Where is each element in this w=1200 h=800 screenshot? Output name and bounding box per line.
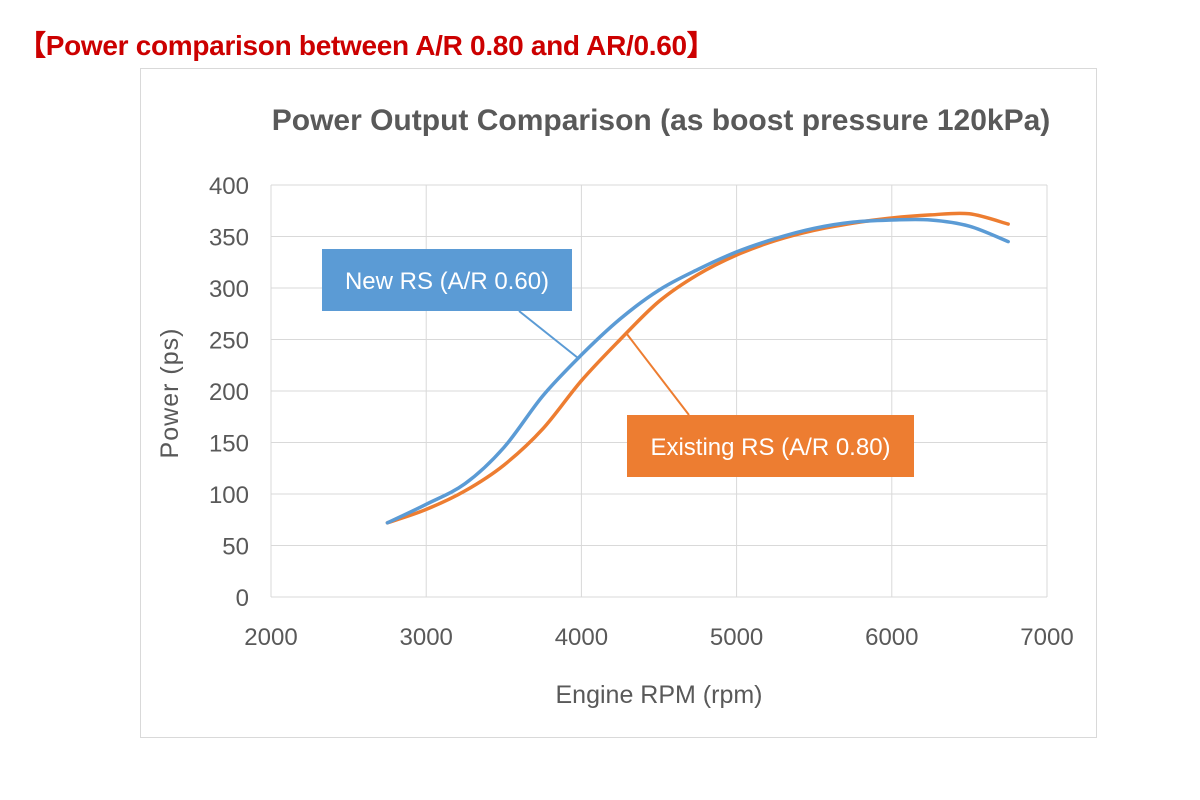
callout-new-rs-label: New RS (A/R 0.60) — [345, 268, 549, 295]
y-tick-label: 50 — [222, 534, 249, 561]
y-tick-label: 100 — [209, 482, 249, 509]
series-lines — [385, 211, 1010, 525]
x-tick-label: 7000 — [1020, 624, 1073, 651]
x-tick-label: 4000 — [555, 624, 608, 651]
callout-leader-line — [518, 310, 579, 360]
y-tick-label: 250 — [209, 328, 249, 355]
callout-existing-rs-box — [627, 415, 914, 477]
y-tick-label: 400 — [209, 173, 249, 200]
chart-title: Power Output Comparison (as boost pressu… — [272, 104, 1051, 137]
page-heading: 【Power comparison between A/R 0.80 and A… — [18, 30, 715, 61]
gridlines — [270, 184, 1048, 598]
y-tick-label: 300 — [209, 276, 249, 303]
callout-leader-line — [625, 332, 690, 416]
y-axis-title: Power (ps) — [156, 328, 184, 459]
callout-existing-rs-label: Existing RS (A/R 0.80) — [650, 434, 890, 461]
y-tick-label: 350 — [209, 225, 249, 252]
y-tick-label: 150 — [209, 431, 249, 458]
y-tick-label: 0 — [236, 585, 249, 612]
chart-frame: 0 50 100 150 200 250 300 350 400 2000 3000 4000 5000… — [140, 68, 1097, 738]
x-tick-label: 5000 — [710, 624, 763, 651]
series-line-new-rs — [385, 217, 1010, 525]
x-axis-title: Engine RPM (rpm) — [556, 681, 763, 709]
axes: 0 50 100 150 200 250 300 350 400 2000 3000 4000 5000… — [209, 173, 1074, 651]
x-tick-label: 6000 — [865, 624, 918, 651]
series-line-existing-rs — [385, 211, 1010, 525]
power-output-chart: 0 50 100 150 200 250 300 350 400 2000 3000 4000 5000… — [156, 104, 1074, 709]
x-tick-label: 2000 — [244, 624, 297, 651]
y-tick-label: 200 — [209, 379, 249, 406]
x-tick-label: 3000 — [400, 624, 453, 651]
callout-new-rs-box — [322, 249, 572, 311]
series-callouts: New RS (A/R 0.60) Existing RS (A/R 0.80) — [322, 249, 914, 477]
